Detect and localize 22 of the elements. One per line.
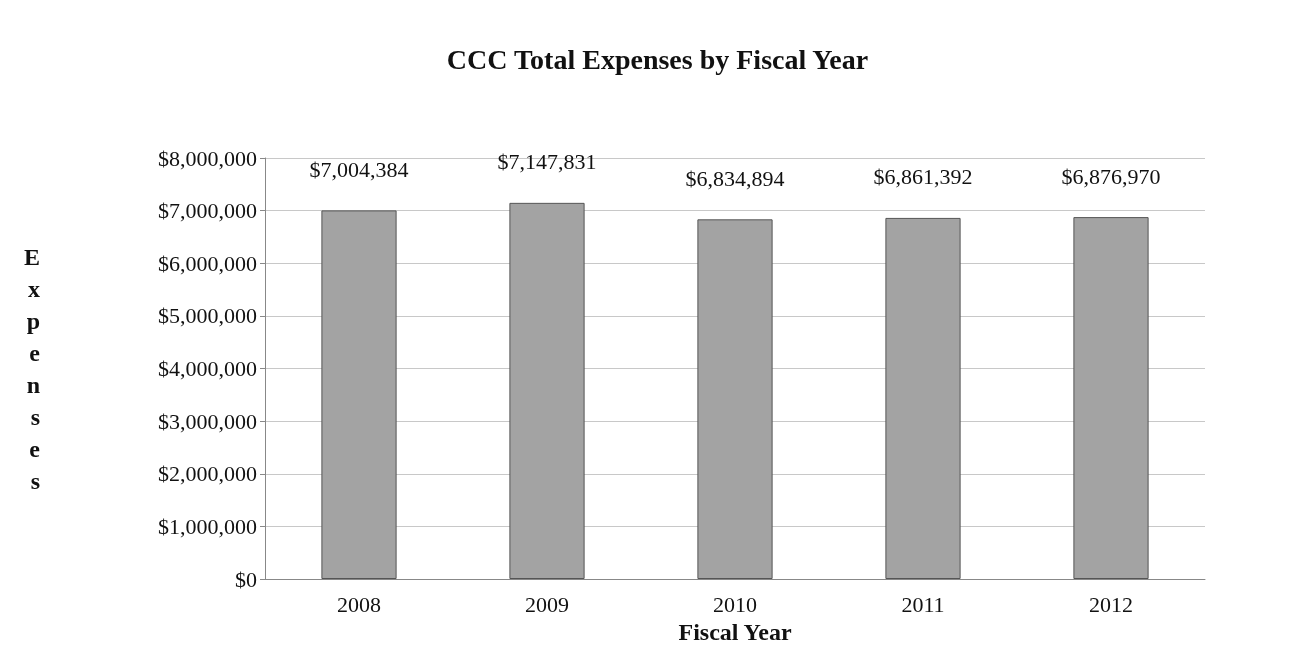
data-label: $7,004,384 <box>309 156 409 182</box>
y-tick-label: $3,000,000 <box>158 408 257 434</box>
y-axis-title: Expenses <box>23 243 41 494</box>
data-label: $7,147,831 <box>497 149 597 175</box>
y-tick-label: $4,000,000 <box>158 356 257 381</box>
y-tick-label: $2,000,000 <box>158 461 257 487</box>
x-tick-label: 2008 <box>337 591 381 617</box>
x-tick-label: 2010 <box>713 591 757 617</box>
data-label: $6,834,894 <box>685 165 785 191</box>
data-label: $6,861,392 <box>873 164 973 190</box>
x-axis-title: Fiscal Year <box>678 618 792 645</box>
y-tick-label: $1,000,000 <box>158 513 257 539</box>
y-tick-label: $8,000,000 <box>158 145 257 171</box>
y-tick-label: $5,000,000 <box>158 303 257 329</box>
data-label: $6,876,970 <box>1061 163 1161 189</box>
x-tick-label: 2011 <box>901 591 945 617</box>
y-tick-label: $6,000,000 <box>158 250 257 276</box>
x-tick-label: 2012 <box>1089 591 1133 617</box>
y-tick-label: $7,000,000 <box>158 198 257 224</box>
y-tick-label: $0 <box>235 566 257 592</box>
x-tick-label: 2009 <box>525 591 569 617</box>
chart-title: CCC Total Expenses by Fiscal Year <box>446 43 869 75</box>
